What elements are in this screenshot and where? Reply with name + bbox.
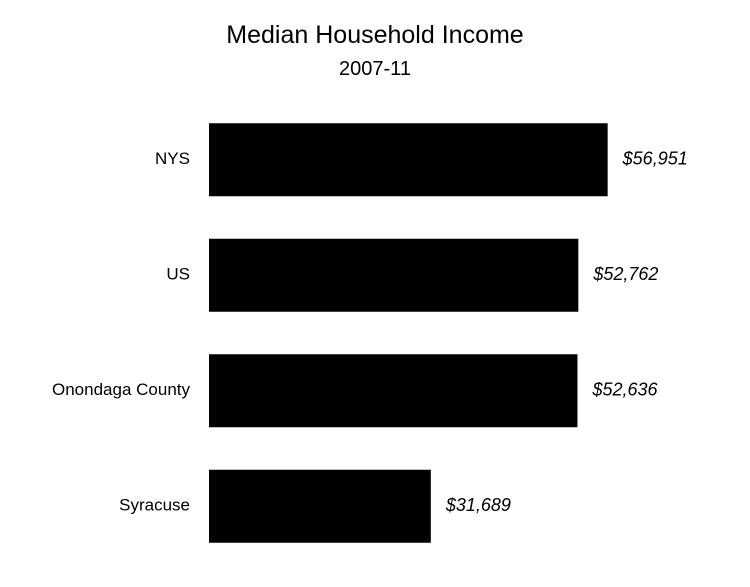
category-label-0: NYS: [155, 149, 190, 168]
category-label-2: Onondaga County: [52, 380, 190, 399]
bar-0: [209, 123, 608, 197]
data-label-0: $56,951: [622, 149, 688, 169]
chart-title: Median Household Income: [226, 21, 524, 49]
bar-1: [209, 238, 579, 312]
bar-2: [209, 354, 578, 428]
category-label-3: Syracuse: [119, 496, 190, 515]
data-label-2: $52,636: [591, 380, 658, 400]
data-label-1: $52,762: [592, 264, 658, 284]
data-label-3: $31,689: [445, 495, 511, 515]
category-label-1: US: [166, 265, 190, 284]
bar-3: [209, 469, 431, 543]
chart-subtitle: 2007-11: [339, 58, 411, 80]
